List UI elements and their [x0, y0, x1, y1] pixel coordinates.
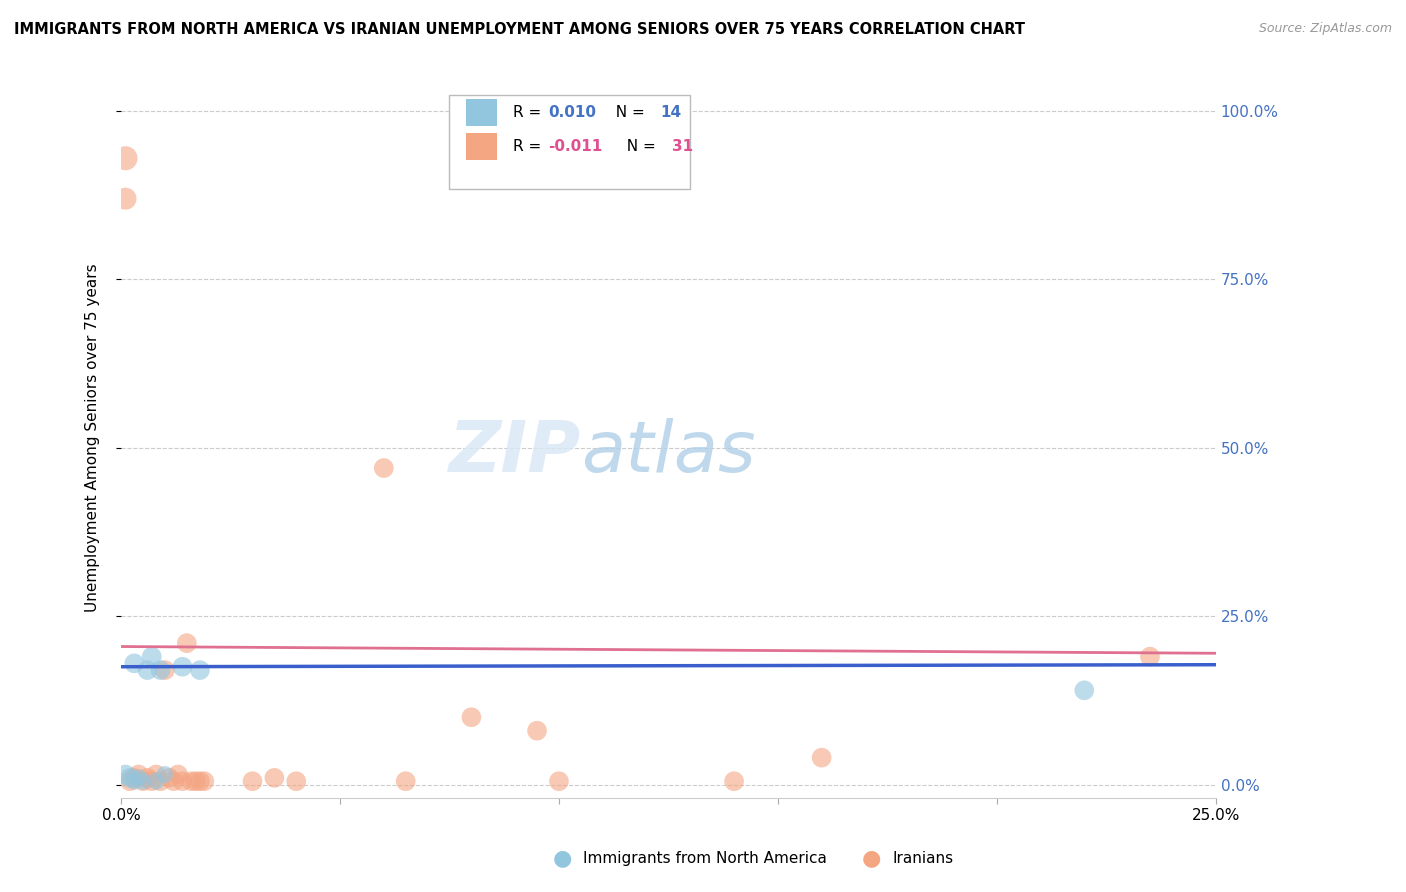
Point: [141, 774, 163, 789]
Text: IMMIGRANTS FROM NORTH AMERICA VS IRANIAN UNEMPLOYMENT AMONG SENIORS OVER 75 YEAR: IMMIGRANTS FROM NORTH AMERICA VS IRANIAN…: [14, 22, 1025, 37]
Point: [114, 767, 136, 781]
Point: [460, 710, 482, 724]
Point: [118, 774, 141, 789]
Point: [114, 151, 136, 165]
Point: [184, 774, 207, 789]
FancyBboxPatch shape: [450, 95, 690, 189]
Point: [149, 663, 172, 677]
Text: R =: R =: [513, 139, 546, 154]
Point: [188, 774, 211, 789]
FancyBboxPatch shape: [465, 133, 496, 161]
Point: [163, 774, 186, 789]
Point: [548, 774, 571, 789]
Point: [810, 750, 832, 764]
Point: [157, 771, 180, 785]
Text: ZIP: ZIP: [449, 417, 581, 487]
Text: ●: ●: [553, 848, 572, 868]
Point: [526, 723, 548, 738]
Text: -0.011: -0.011: [548, 139, 602, 154]
Point: [1073, 683, 1095, 698]
Text: atlas: atlas: [581, 417, 755, 487]
Point: [132, 774, 155, 789]
Text: 14: 14: [661, 105, 682, 120]
Text: ●: ●: [862, 848, 882, 868]
Point: [136, 771, 159, 785]
Y-axis label: Unemployment Among Seniors over 75 years: Unemployment Among Seniors over 75 years: [86, 263, 100, 612]
Point: [145, 774, 167, 789]
Point: [285, 774, 308, 789]
Point: [172, 659, 194, 673]
Point: [188, 663, 211, 677]
FancyBboxPatch shape: [465, 99, 496, 127]
Text: Iranians: Iranians: [893, 851, 953, 865]
Text: N =: N =: [606, 105, 650, 120]
Point: [149, 774, 172, 789]
Point: [1139, 649, 1161, 664]
Point: [122, 771, 145, 785]
Point: [723, 774, 745, 789]
Point: [263, 771, 285, 785]
Text: 31: 31: [672, 139, 693, 154]
Point: [118, 771, 141, 785]
Text: N =: N =: [617, 139, 661, 154]
Point: [128, 767, 150, 781]
Text: Immigrants from North America: Immigrants from North America: [583, 851, 827, 865]
Text: 0.010: 0.010: [548, 105, 596, 120]
Text: Source: ZipAtlas.com: Source: ZipAtlas.com: [1258, 22, 1392, 36]
Point: [128, 771, 150, 785]
Point: [136, 663, 159, 677]
Point: [176, 636, 198, 650]
Text: R =: R =: [513, 105, 546, 120]
Point: [141, 649, 163, 664]
Point: [122, 774, 145, 789]
Point: [172, 774, 194, 789]
Point: [242, 774, 264, 789]
Point: [167, 767, 190, 781]
Point: [193, 774, 215, 789]
Point: [153, 767, 176, 781]
Point: [132, 774, 155, 789]
Point: [114, 192, 136, 206]
Point: [145, 767, 167, 781]
Point: [180, 774, 202, 789]
Point: [122, 657, 145, 671]
Point: [153, 663, 176, 677]
Point: [395, 774, 418, 789]
Point: [373, 461, 395, 475]
